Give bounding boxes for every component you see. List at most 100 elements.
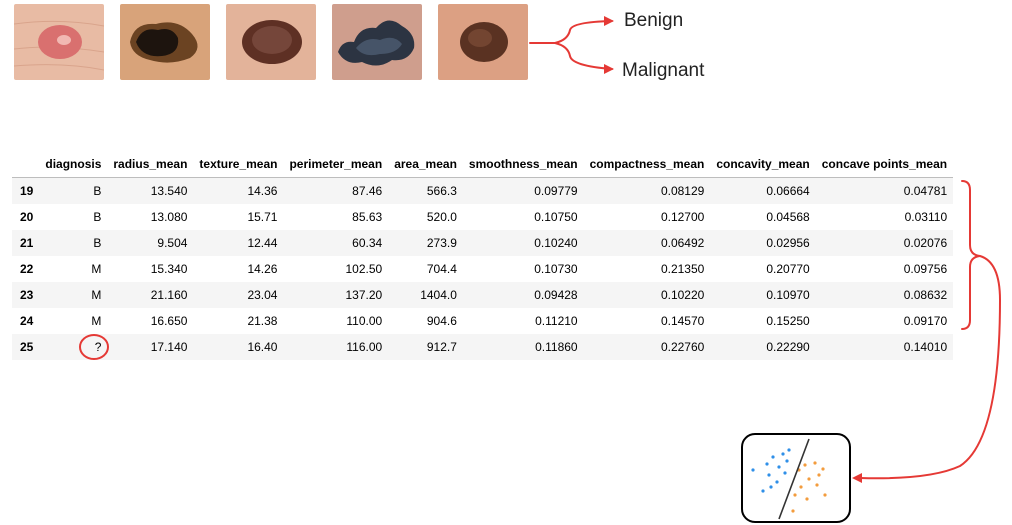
benign-point xyxy=(775,480,779,484)
table-cell: 0.09170 xyxy=(903,314,948,328)
scatter-classifier-icon xyxy=(741,433,851,523)
table-row: 24 M 16.650 21.38 110.00 904.6 0.11210 0… xyxy=(12,308,953,334)
table-cell: 23.04 xyxy=(193,282,284,308)
table-cell: 0.12700 xyxy=(660,210,705,224)
table-cell: 0.14570 xyxy=(660,314,705,328)
malignant-point xyxy=(791,509,795,513)
decision-boundary-line xyxy=(778,438,810,520)
benign-point xyxy=(767,473,771,477)
row-index: 24 xyxy=(20,314,34,328)
table-cell: B xyxy=(39,230,108,256)
table-row: 20 B 13.080 15.71 85.63 520.0 0.10750 0.… xyxy=(12,204,953,230)
benign-point xyxy=(783,471,787,475)
benign-point xyxy=(769,485,773,489)
malignant-point xyxy=(823,493,827,497)
table-cell: 15.340 xyxy=(150,262,188,276)
table-cell: 520.0 xyxy=(426,210,457,224)
table-cell: M xyxy=(39,282,108,308)
table-cell: 116.00 xyxy=(283,334,389,360)
table-cell: 0.09779 xyxy=(462,177,584,204)
row-index: 25 xyxy=(12,334,40,360)
brace-icon xyxy=(961,180,981,330)
table-header-row: diagnosis radius_mean texture_mean perim… xyxy=(12,151,954,178)
row-index: 23 xyxy=(12,282,40,308)
arrow-to-malignant xyxy=(554,42,613,70)
table-cell: 0.09428 xyxy=(462,282,584,308)
table-row: 22 M 15.340 14.26 102.50 704.4 0.10730 0… xyxy=(12,256,953,282)
malignant-point xyxy=(799,485,803,489)
malignant-point xyxy=(813,461,817,465)
table-cell: B xyxy=(39,177,108,204)
table-cell: 0.15250 xyxy=(766,314,810,328)
table-cell: 0.08129 xyxy=(583,177,711,204)
table-cell: 566.3 xyxy=(388,177,463,204)
malignant-point xyxy=(817,473,821,477)
lesion-image-1 xyxy=(14,4,104,80)
table-cell: 85.63 xyxy=(352,210,383,224)
table-cell: 0.22760 xyxy=(583,334,711,360)
table-cell: 1404.0 xyxy=(388,282,463,308)
benign-point xyxy=(777,465,781,469)
table-row: 19 B 13.540 14.36 87.46 566.3 0.09779 0.… xyxy=(12,177,954,204)
benign-point xyxy=(781,452,785,456)
table-cell: 14.36 xyxy=(193,177,284,204)
malignant-point xyxy=(803,463,807,467)
benign-point xyxy=(771,455,775,459)
table-cell: 102.50 xyxy=(345,262,383,276)
table-cell: 21.160 xyxy=(107,282,194,308)
column-header: perimeter_mean xyxy=(283,151,389,178)
table-cell: 0.03110 xyxy=(904,210,948,224)
table-cell: 0.11210 xyxy=(535,314,578,328)
table-cell: 60.34 xyxy=(283,230,389,256)
table-cell: 0.10970 xyxy=(710,282,816,308)
arrowhead-malignant xyxy=(604,64,614,74)
lesion-image-3 xyxy=(226,4,316,80)
table-cell: 0.14010 xyxy=(815,334,954,360)
table-cell: 0.09756 xyxy=(903,262,948,276)
malignant-point xyxy=(805,497,809,501)
lesion-image-5 xyxy=(438,4,528,80)
column-header: diagnosis xyxy=(39,151,108,178)
table-row: 25 ? 17.140 16.40 116.00 912.7 0.11860 0… xyxy=(12,334,954,360)
table-cell: 273.9 xyxy=(388,230,463,256)
table-cell: 0.10240 xyxy=(462,230,584,256)
table-cell: 0.04781 xyxy=(815,177,954,204)
row-index: 19 xyxy=(12,177,40,204)
table-cell: 15.71 xyxy=(247,210,278,224)
malignant-point xyxy=(807,477,811,481)
malignant-point xyxy=(793,493,797,497)
table-cell: M xyxy=(91,314,102,328)
table-cell: 0.10750 xyxy=(534,210,578,224)
table-cell: 0.06492 xyxy=(583,230,711,256)
table-cell: M xyxy=(91,262,102,276)
table-cell: 14.26 xyxy=(247,262,278,276)
arrowhead-classifier xyxy=(852,473,862,483)
table-cell: 12.44 xyxy=(193,230,284,256)
benign-point xyxy=(785,459,789,463)
column-header: smoothness_mean xyxy=(462,151,584,178)
table-cell: 0.21350 xyxy=(660,262,705,276)
column-header xyxy=(12,151,40,178)
table-cell: 0.22290 xyxy=(710,334,816,360)
classifier-plot xyxy=(751,438,827,520)
lesion-image-4 xyxy=(332,4,422,80)
table-cell: 0.02076 xyxy=(815,230,954,256)
table-row: 23 M 21.160 23.04 137.20 1404.0 0.09428 … xyxy=(12,282,954,308)
column-header: compactness_mean xyxy=(583,151,711,178)
row-index: 22 xyxy=(20,262,34,276)
table-cell: 0.11860 xyxy=(462,334,584,360)
table-cell: 904.6 xyxy=(426,314,457,328)
benign-label: Benign xyxy=(624,10,684,31)
column-header: radius_mean xyxy=(107,151,194,178)
table-cell: 0.08632 xyxy=(815,282,954,308)
table-cell: 9.504 xyxy=(107,230,194,256)
table-cell: 912.7 xyxy=(388,334,463,360)
lesion-image-2 xyxy=(120,4,210,80)
table-cell: 17.140 xyxy=(107,334,194,360)
table-cell: 13.540 xyxy=(107,177,194,204)
arrow-to-benign xyxy=(554,20,613,44)
table-cell: 0.10220 xyxy=(583,282,711,308)
table-cell: 0.10730 xyxy=(534,262,578,276)
column-header: area_mean xyxy=(388,151,463,178)
table-cell: 16.40 xyxy=(193,334,284,360)
